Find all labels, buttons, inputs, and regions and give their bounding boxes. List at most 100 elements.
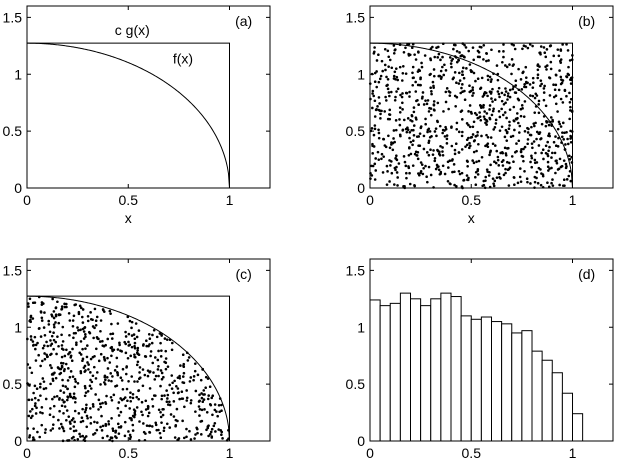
scatter-point (472, 91, 475, 95)
scatter-point (451, 57, 455, 61)
scatter-point (455, 81, 458, 85)
scatter-point (492, 72, 495, 75)
scatter-point (427, 141, 431, 145)
scatter-point (430, 90, 433, 93)
scatter-point (543, 51, 547, 55)
scatter-point (401, 79, 404, 82)
scatter-point (386, 170, 389, 173)
scatter-point (110, 354, 113, 358)
scatter-point (62, 400, 66, 404)
scatter-point (406, 126, 409, 129)
scatter-point (66, 439, 69, 442)
scatter-point (85, 403, 88, 407)
scatter-point (475, 160, 478, 164)
panel-b: 0 0.5 1 0 0.5 1 1.5 (b) x (346, 5, 614, 226)
scatter-point (512, 43, 515, 47)
scatter-point (158, 431, 162, 435)
scatter-point (137, 353, 141, 356)
scatter-point (453, 94, 457, 98)
scatter-point (540, 151, 543, 155)
scatter-point (385, 75, 388, 79)
scatter-point (60, 347, 64, 351)
scatter-point (536, 68, 540, 72)
scatter-point (84, 408, 88, 412)
scatter-point (492, 184, 496, 188)
scatter-point (396, 176, 399, 179)
scatter-point (148, 343, 151, 346)
scatter-point (110, 345, 114, 349)
scatter-point (66, 396, 70, 399)
scatter-point (86, 319, 90, 323)
scatter-point (536, 76, 540, 80)
scatter-point (83, 364, 87, 368)
scatter-point (529, 182, 532, 185)
scatter-point (555, 159, 558, 163)
scatter-point (49, 382, 52, 386)
scatter-point (558, 69, 561, 72)
y-tick-label: 1.5 (346, 9, 366, 25)
scatter-point (104, 401, 107, 404)
scatter-point (412, 128, 415, 132)
scatter-point (42, 380, 46, 383)
scatter-point (83, 384, 87, 388)
scatter-point (473, 175, 477, 179)
scatter-point (28, 384, 31, 387)
scatter-point (71, 325, 75, 328)
scatter-point (528, 133, 532, 137)
scatter-point (520, 147, 523, 151)
scatter-point (549, 116, 553, 119)
scatter-point (387, 134, 390, 138)
axes-box (26, 258, 271, 442)
scatter-point (119, 410, 123, 414)
scatter-point (99, 319, 103, 322)
scatter-point (427, 110, 431, 113)
scatter-point (53, 325, 56, 329)
scatter-point (72, 435, 75, 439)
scatter-point (36, 430, 39, 434)
scatter-point (171, 341, 174, 345)
scatter-point (546, 165, 550, 169)
scatter-point (442, 110, 445, 113)
scatter-point (107, 379, 111, 382)
scatter-point (442, 73, 446, 77)
scatter-point (535, 137, 538, 141)
scatter-point (479, 86, 483, 90)
scatter-point (392, 129, 396, 132)
scatter-point (150, 425, 154, 428)
scatter-point (39, 310, 43, 313)
scatter-point (164, 367, 168, 371)
scatter-point (63, 302, 66, 306)
scatter-point (439, 144, 442, 148)
scatter-point (412, 106, 416, 109)
scatter-point (415, 99, 418, 103)
scatter-point (85, 355, 89, 359)
scatter-point (467, 110, 470, 113)
scatter-point (38, 435, 42, 439)
scatter-point (513, 128, 516, 132)
scatter-point (380, 59, 384, 63)
scatter-point (491, 177, 495, 180)
scatter-point (545, 68, 548, 71)
scatter-point (394, 128, 398, 132)
scatter-point (497, 50, 501, 53)
scatter-point (163, 394, 166, 397)
scatter-point (95, 428, 99, 432)
scatter-point (501, 60, 504, 64)
scatter-point (486, 135, 490, 139)
scatter-point (395, 171, 399, 174)
scatter-point (76, 437, 80, 441)
scatter-point (448, 159, 452, 162)
scatter-point (471, 133, 475, 136)
histogram-bar (561, 392, 574, 442)
scatter-point (213, 403, 217, 406)
scatter-point (408, 131, 412, 134)
scatter-point (217, 404, 221, 407)
scatter-point (58, 409, 61, 413)
scatter-point (111, 427, 115, 430)
scatter-point (565, 43, 568, 46)
scatter-point (404, 72, 408, 75)
scatter-point (371, 89, 375, 93)
scatter-point (549, 60, 553, 64)
histogram-bar (572, 413, 584, 442)
scatter-point (508, 108, 512, 111)
